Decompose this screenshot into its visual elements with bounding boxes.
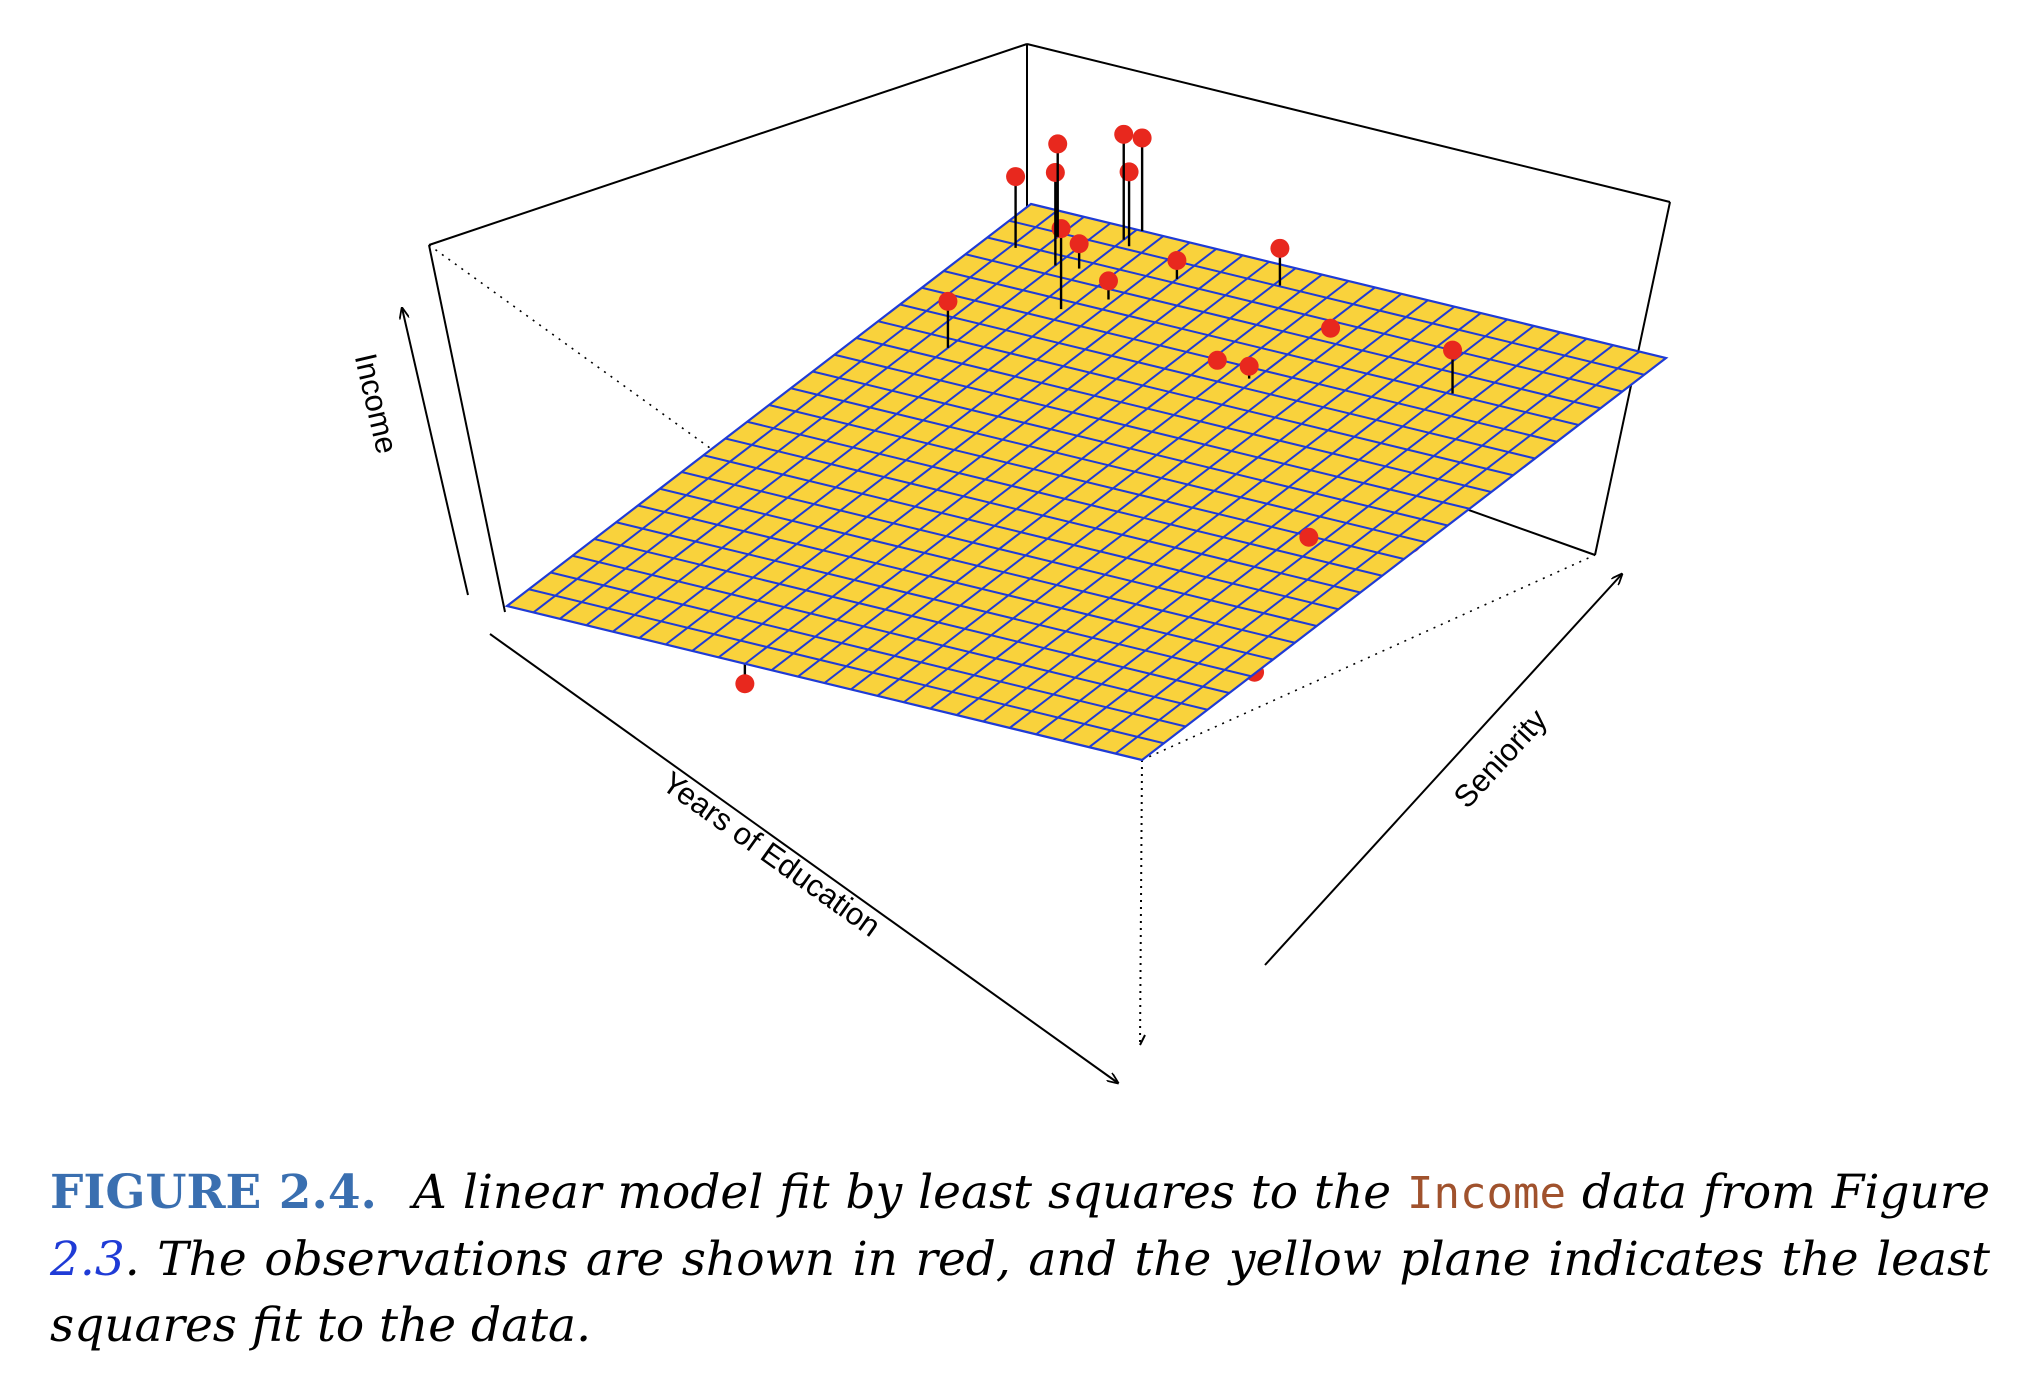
observation-point: [1239, 356, 1259, 376]
caption-text-3: . The observations are shown in red, and…: [50, 1232, 1990, 1353]
plane-grid-line: [943, 270, 1579, 426]
observation-point: [1321, 318, 1341, 338]
axis-arrows: [402, 308, 1622, 1083]
plane-grid-line: [532, 209, 1059, 614]
observation-point: [1006, 167, 1026, 187]
observation-point: [1167, 250, 1187, 270]
caption-code-income: Income: [1407, 1168, 1566, 1219]
observation-point: [1299, 527, 1319, 547]
plane-grid-line: [987, 236, 1623, 393]
plane-grid-line: [965, 253, 1601, 410]
seniority-axis-arrow: [1264, 574, 1622, 966]
observation-point: [1069, 234, 1089, 254]
observation-point: [1045, 162, 1065, 182]
regression-plane-figure: Income Years of Education Seniority: [348, 43, 1671, 1120]
observation-point: [1048, 134, 1068, 154]
observation-point: [1270, 238, 1290, 258]
regression-plane: [504, 202, 1669, 762]
caption-figure-ref[interactable]: 2.3: [50, 1232, 125, 1287]
observation-point: [1443, 340, 1463, 360]
income-axis-arrow: [402, 308, 469, 596]
income-axis-title: Income: [348, 350, 405, 457]
plane-grid-line: [1008, 219, 1645, 376]
points-above-plane: [938, 124, 1463, 547]
education-axis-title: Years of Education: [656, 765, 887, 944]
education-axis-arrow: [489, 633, 1118, 1083]
observation-point: [735, 674, 755, 694]
caption-text-2: data from Figure: [1582, 1165, 1991, 1220]
observation-point: [1132, 128, 1152, 148]
figure-caption: FIGURE 2.4. A linear model fit by least s…: [50, 1160, 1990, 1359]
observation-point: [938, 291, 958, 311]
observation-point: [1207, 350, 1227, 370]
plane-grid-line: [559, 216, 1085, 620]
caption-label: FIGURE 2.4.: [50, 1165, 377, 1220]
seniority-axis-title: Seniority: [1447, 702, 1555, 815]
caption-text-1: A linear model fit by least squares to t…: [412, 1165, 1392, 1220]
observation-point: [1098, 271, 1118, 291]
observation-point: [1114, 124, 1134, 144]
observation-point: [1119, 162, 1139, 182]
plane-grid-line: [585, 222, 1111, 627]
